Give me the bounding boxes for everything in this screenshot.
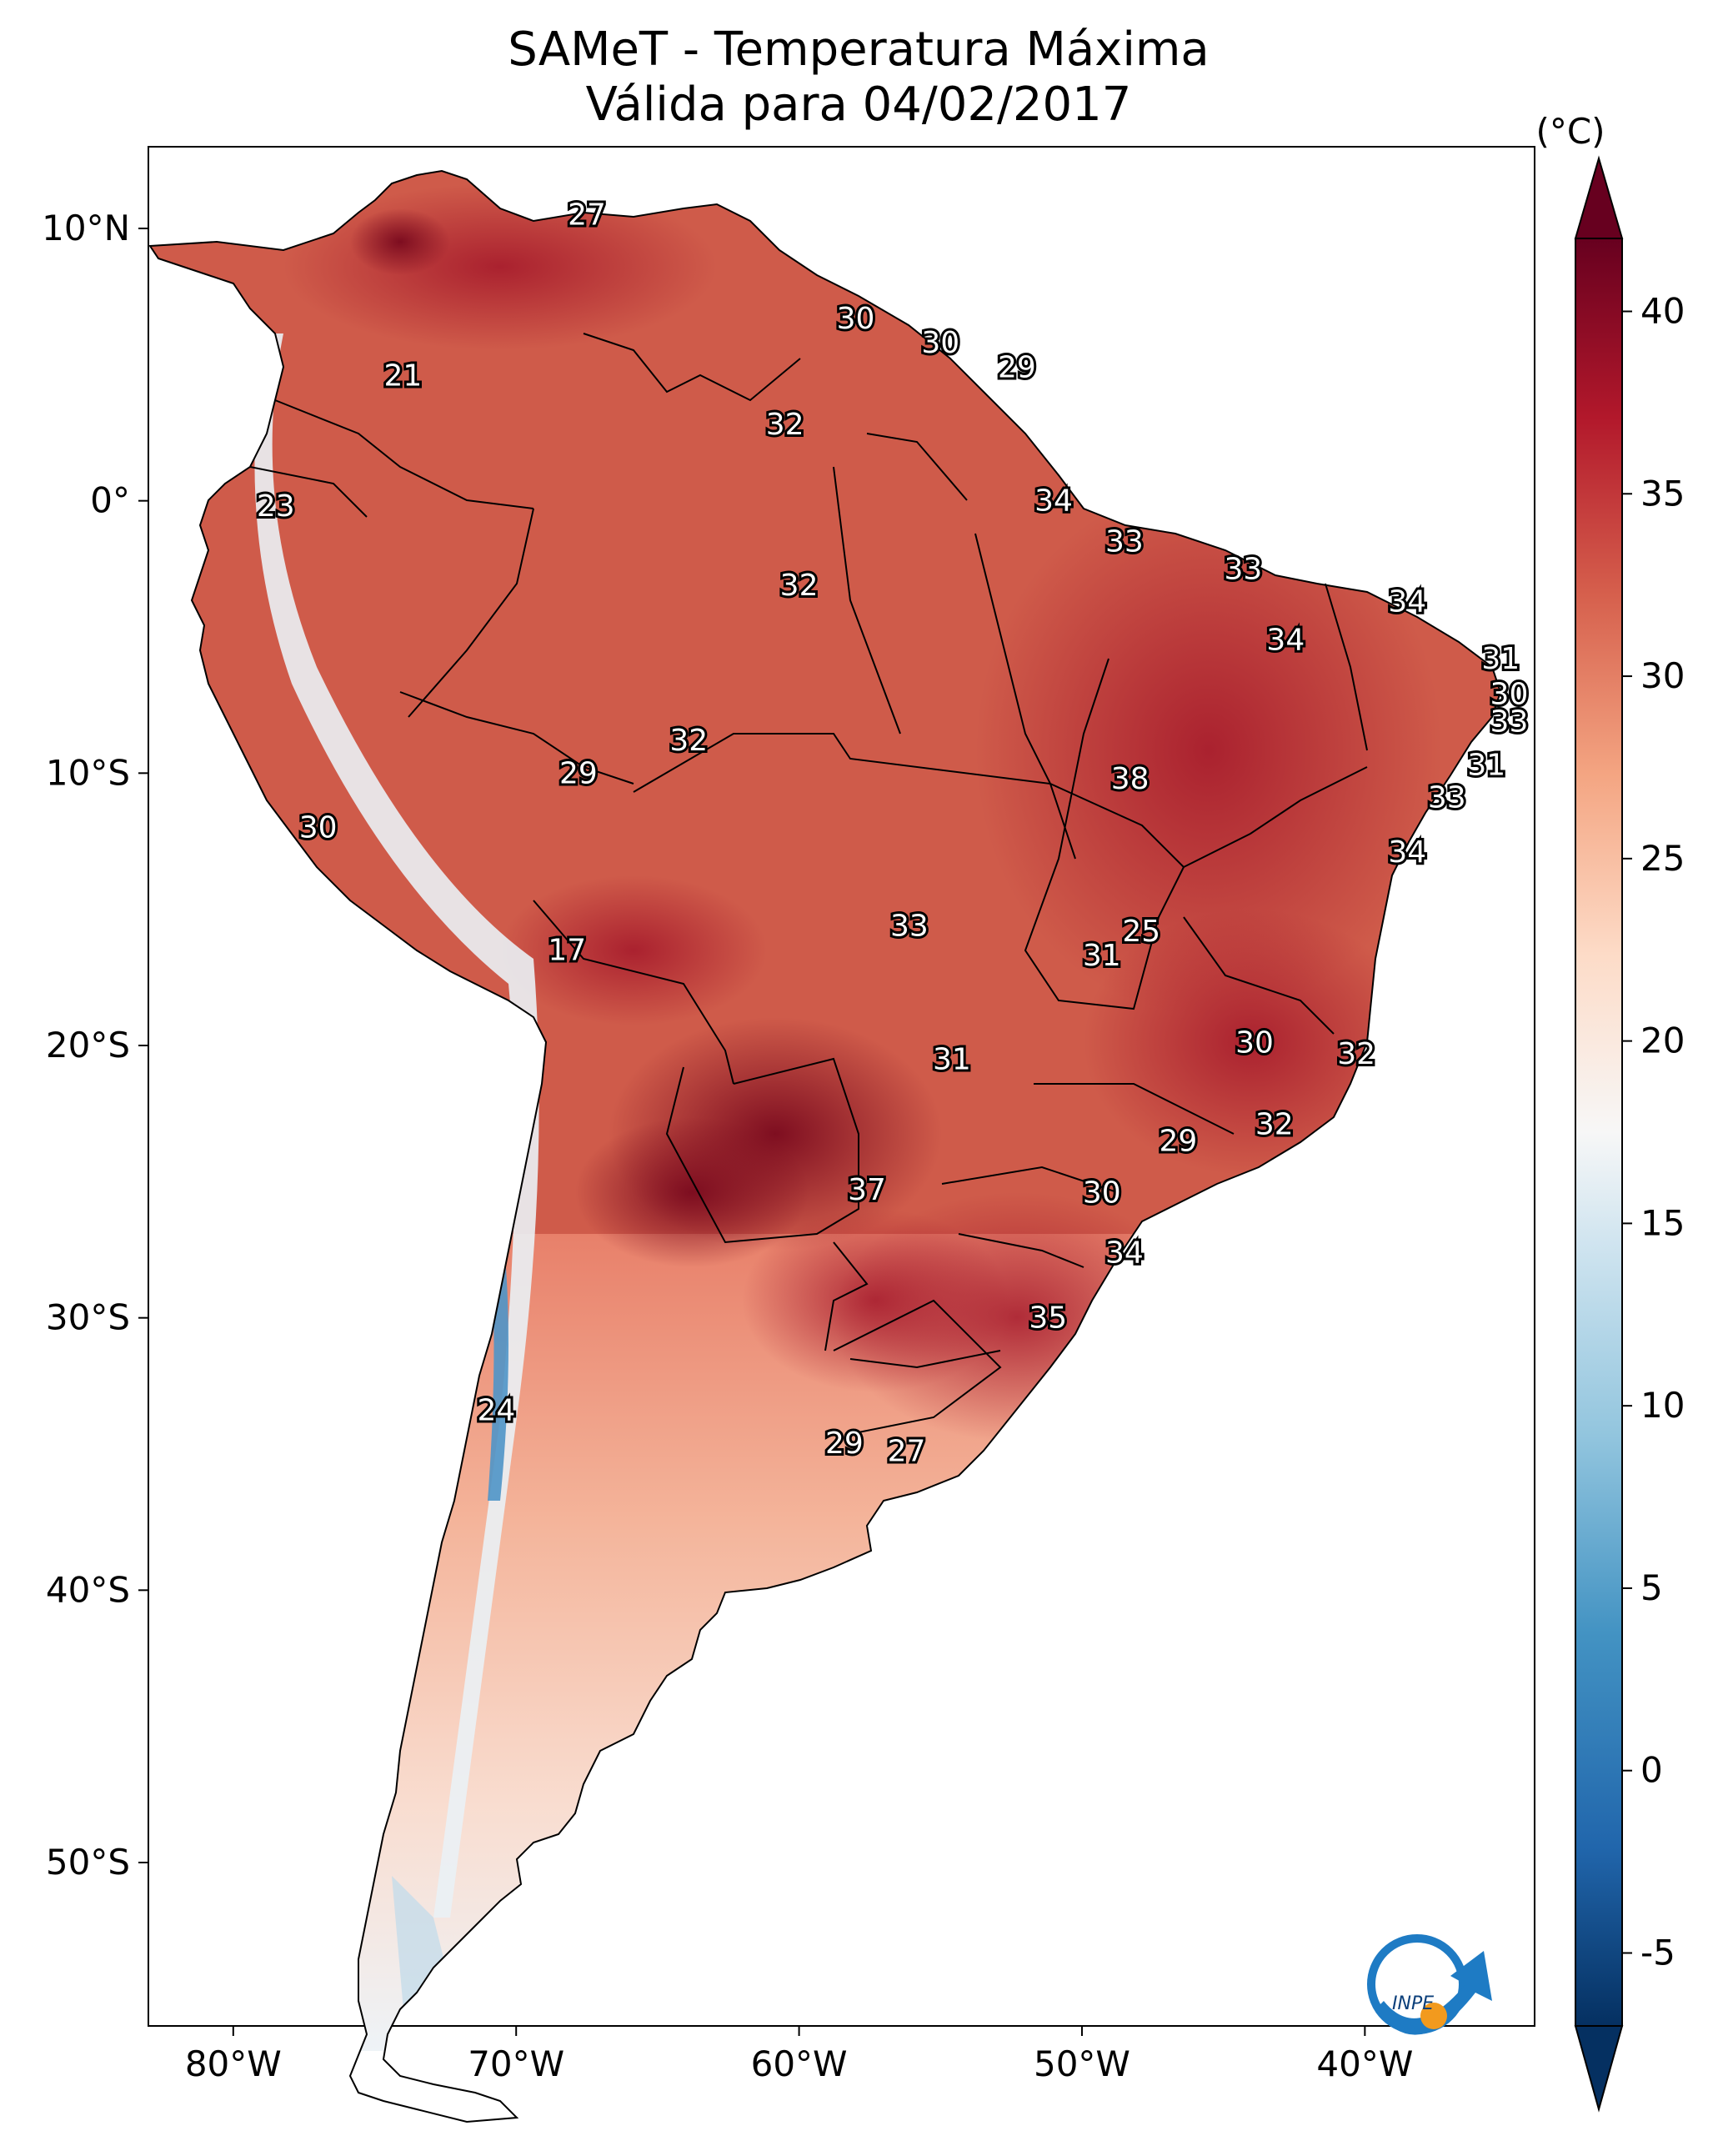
station-value: 35 bbox=[1029, 1301, 1067, 1336]
lat-tick-label: 10°S bbox=[46, 752, 130, 793]
station-value: 17 bbox=[548, 934, 586, 968]
longitude-axis: 80°W 70°W 60°W 50°W 40°W bbox=[185, 2026, 1413, 2084]
station-value: 31 bbox=[1481, 642, 1520, 676]
lon-tick-label: 50°W bbox=[1034, 2043, 1130, 2084]
station-value: 33 bbox=[1428, 781, 1466, 815]
colorbar-tick-label: 40 bbox=[1640, 291, 1685, 332]
map-title: SAMeT - Temperatura Máxima bbox=[508, 23, 1210, 77]
station-value: 25 bbox=[1122, 915, 1160, 949]
station-value: 34 bbox=[1388, 585, 1426, 619]
colorbar-tick-label: 30 bbox=[1640, 655, 1685, 696]
lat-tick-label: 10°N bbox=[42, 208, 130, 248]
station-value: 32 bbox=[766, 408, 804, 442]
station-value: 32 bbox=[1337, 1037, 1375, 1071]
lat-tick-label: 0° bbox=[90, 480, 130, 521]
station-value: 31 bbox=[933, 1042, 971, 1076]
station-value: 34 bbox=[1266, 623, 1305, 657]
station-value: 32 bbox=[780, 569, 819, 603]
colorbar-tick-label: 35 bbox=[1640, 473, 1685, 514]
station-value: 24 bbox=[478, 1394, 516, 1428]
colorbar-tick-label: 25 bbox=[1640, 838, 1685, 879]
station-value: 30 bbox=[1083, 1176, 1121, 1210]
lat-tick-label: 40°S bbox=[46, 1569, 130, 1610]
station-value: 27 bbox=[568, 198, 606, 233]
station-value: 30 bbox=[299, 811, 338, 845]
lat-tick-label: 50°S bbox=[46, 1842, 130, 1883]
colorbar: (°C) 40 35 30 25 20 15 10 5 0 -5 bbox=[1535, 111, 1685, 2113]
station-value: 30 bbox=[921, 326, 959, 360]
station-value: 31 bbox=[1467, 749, 1505, 783]
colorbar-tick-label: 0 bbox=[1640, 1750, 1663, 1791]
station-value: 33 bbox=[890, 909, 929, 943]
station-value: 38 bbox=[1111, 762, 1150, 796]
station-value: 29 bbox=[998, 351, 1036, 385]
colorbar-tick-label: 5 bbox=[1640, 1567, 1663, 1608]
lat-tick-label: 20°S bbox=[46, 1025, 130, 1065]
lon-tick-label: 60°W bbox=[751, 2043, 848, 2084]
station-value: 33 bbox=[1105, 525, 1144, 559]
colorbar-tick-label: -5 bbox=[1640, 1932, 1675, 1973]
latitude-axis: 10°N 0° 10°S 20°S 30°S 40°S 50°S bbox=[42, 208, 148, 1883]
inpe-logo: INPE bbox=[1367, 1934, 1492, 2035]
lon-tick-label: 40°W bbox=[1316, 2043, 1413, 2084]
logo-text: INPE bbox=[1392, 1993, 1434, 2014]
station-value: 32 bbox=[1255, 1108, 1294, 1142]
lon-tick-label: 80°W bbox=[185, 2043, 282, 2084]
station-value: 30 bbox=[1235, 1026, 1274, 1060]
station-value: 21 bbox=[384, 358, 423, 393]
station-value: 23 bbox=[257, 489, 295, 524]
station-value: 33 bbox=[1490, 704, 1529, 739]
station-value: 34 bbox=[1388, 835, 1426, 870]
station-value: 32 bbox=[669, 724, 708, 758]
lon-tick-label: 70°W bbox=[468, 2043, 564, 2084]
station-value: 37 bbox=[848, 1173, 886, 1207]
colorbar-unit: (°C) bbox=[1535, 111, 1605, 152]
station-value: 33 bbox=[1225, 552, 1263, 586]
station-value: 30 bbox=[1490, 678, 1529, 712]
colorbar-tick-label: 15 bbox=[1640, 1202, 1685, 1243]
colorbar-tick-label: 20 bbox=[1640, 1020, 1685, 1061]
country-borders bbox=[249, 333, 1368, 1435]
colorbar-tick-label: 10 bbox=[1640, 1385, 1685, 1426]
station-value: 29 bbox=[559, 756, 598, 790]
map-subtitle: Válida para 04/02/2017 bbox=[585, 78, 1132, 132]
station-value: 29 bbox=[825, 1426, 864, 1461]
station-value: 30 bbox=[837, 302, 875, 336]
station-value: 31 bbox=[1083, 939, 1121, 973]
lat-tick-label: 30°S bbox=[46, 1297, 130, 1338]
station-value: 34 bbox=[1034, 484, 1073, 519]
station-value: 27 bbox=[888, 1435, 926, 1469]
station-value: 29 bbox=[1159, 1124, 1197, 1158]
station-value: 34 bbox=[1105, 1236, 1144, 1270]
